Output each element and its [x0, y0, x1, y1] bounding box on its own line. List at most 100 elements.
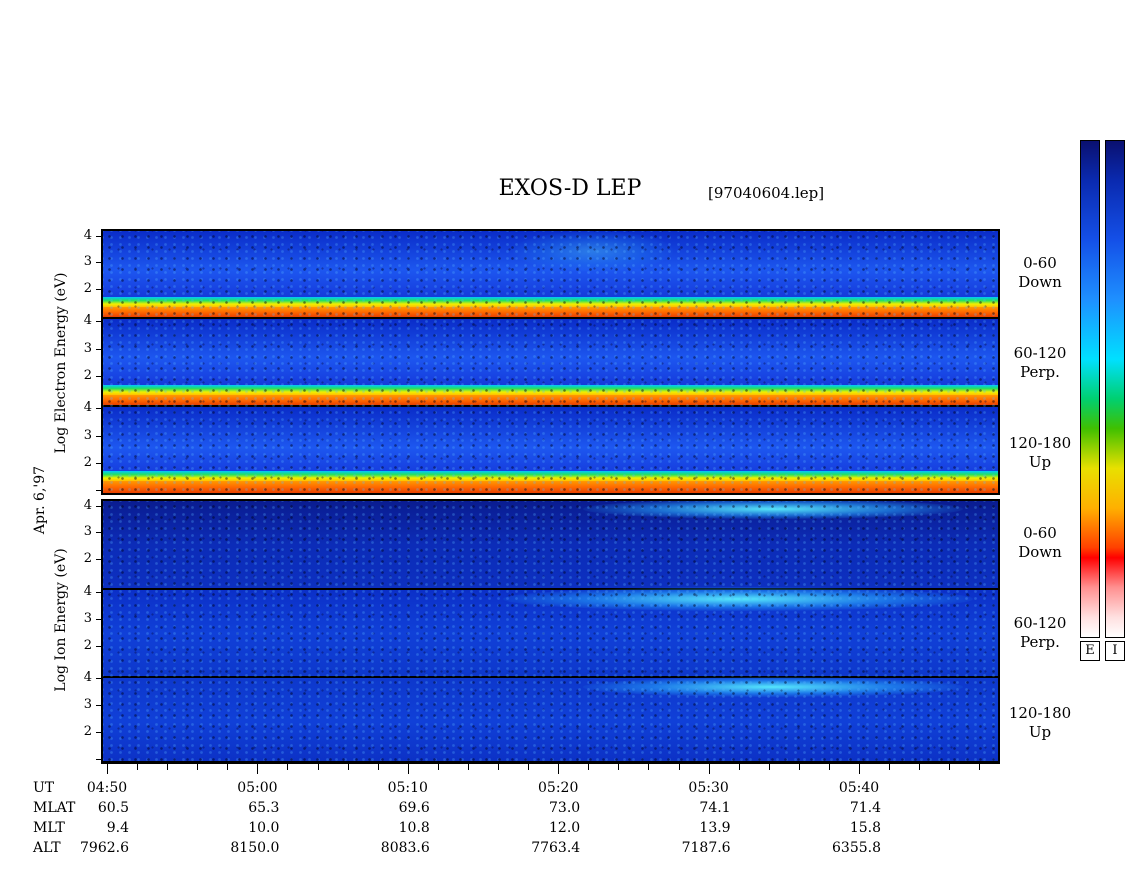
ytick-e1-3: 3	[83, 254, 92, 269]
x-major-tick	[708, 764, 710, 774]
y-tick-mark	[96, 732, 101, 733]
x-minor-tick	[768, 764, 770, 770]
x-axis-line	[101, 762, 1000, 764]
orbit-cell: 71.4	[849, 800, 881, 816]
electron-120-180-direction: Up	[1028, 453, 1052, 471]
colorbar-electron-label: E	[1080, 641, 1100, 661]
orbit-cell: 05:30	[688, 780, 729, 796]
orbit-cell: 60.5	[97, 800, 129, 816]
electron-0-60-lowest-band	[103, 307, 998, 317]
orbit-row-label: ALT	[33, 840, 61, 856]
orbit-cell: 8150.0	[230, 840, 280, 856]
x-minor-tick	[979, 764, 981, 770]
electron-120-180-angle: 120-180	[1008, 434, 1072, 452]
y-tick-mark	[96, 408, 101, 409]
y-tick-mark	[96, 490, 101, 491]
x-minor-tick	[588, 764, 590, 770]
ion-0-60-angle: 0-60	[1023, 524, 1057, 542]
x-minor-tick	[317, 764, 319, 770]
y-tick-mark	[96, 705, 101, 706]
y-tick-mark	[96, 376, 101, 377]
ion-120-180-angle: 120-180	[1008, 704, 1072, 722]
x-minor-tick	[889, 764, 891, 770]
orbit-cell: 9.4	[106, 820, 129, 836]
electron-60-120-low-energy-band	[103, 385, 998, 395]
x-minor-tick	[738, 764, 740, 770]
electron-0-60-angle: 0-60	[1023, 254, 1057, 272]
x-minor-tick	[678, 764, 680, 770]
x-minor-tick	[648, 764, 650, 770]
ion-0-60-label: 0-60 Down	[1000, 524, 1080, 562]
x-minor-tick	[828, 764, 830, 770]
orbit-cell: 05:40	[838, 780, 880, 796]
y-tick-mark	[96, 262, 101, 263]
x-minor-tick	[377, 764, 379, 770]
ion-120-180-label: 120-180 Up	[1000, 704, 1080, 742]
x-minor-tick	[528, 764, 530, 770]
x-minor-tick	[498, 764, 500, 770]
y-tick-mark	[96, 678, 101, 679]
y-tick-mark	[96, 506, 101, 507]
ion-60-120-angle: 60-120	[1013, 614, 1067, 632]
ytick-i1-4: 4	[83, 498, 92, 513]
ion-0-60-high-energy-flux	[583, 501, 963, 519]
ion-divider-2	[103, 676, 998, 678]
x-minor-tick	[287, 764, 289, 770]
x-minor-tick	[167, 764, 169, 770]
electron-60-120-angle: 60-120	[1013, 344, 1067, 362]
y-tick-mark	[96, 349, 101, 350]
ytick-e1-2: 2	[83, 281, 92, 296]
chart-title: EXOS-D LEP	[498, 176, 642, 201]
electron-divider-2	[103, 405, 998, 407]
x-minor-tick	[467, 764, 469, 770]
ytick-i2-4: 4	[83, 584, 92, 599]
electron-ylabel: Log Electron Energy (eV)	[53, 272, 69, 454]
y-tick-mark	[96, 532, 101, 533]
electron-60-120-label: 60-120 Perp.	[1000, 344, 1080, 382]
orbit-row-label: MLT	[33, 820, 65, 836]
electron-120-180-lowest-band	[103, 481, 998, 493]
y-tick-mark	[96, 436, 101, 437]
x-major-tick	[257, 764, 259, 774]
ytick-e3-3: 3	[83, 428, 92, 443]
ytick-e3-4: 4	[83, 400, 92, 415]
x-minor-tick	[137, 764, 139, 770]
ytick-i3-4: 4	[83, 670, 92, 685]
ion-divider-1	[103, 588, 998, 590]
ion-120-180-direction: Up	[1028, 723, 1052, 741]
ytick-e3-2: 2	[83, 455, 92, 470]
orbit-cell: 05:00	[237, 780, 278, 796]
ytick-i1-3: 3	[83, 524, 92, 539]
orbit-row-label: UT	[33, 780, 55, 796]
ytick-i3-2: 2	[83, 724, 92, 739]
orbit-cell: 10.8	[398, 820, 430, 836]
ion-60-120-direction: Perp.	[1020, 633, 1060, 651]
orbit-cell: 15.8	[849, 820, 881, 836]
colorbar-electron	[1080, 140, 1100, 638]
file-name: [97040604.lep]	[708, 184, 825, 202]
electron-noise-texture	[103, 231, 998, 493]
orbit-cell: 6355.8	[832, 840, 881, 856]
orbit-cell: 7763.4	[531, 840, 581, 856]
y-tick-mark	[96, 321, 101, 322]
colorbar-electron-gradient	[1081, 141, 1099, 637]
orbit-cell: 73.0	[549, 800, 581, 816]
ion-noise-texture	[103, 501, 998, 761]
electron-panel-group	[101, 229, 1000, 495]
electron-120-180-label: 120-180 Up	[1000, 434, 1080, 472]
x-minor-tick	[437, 764, 439, 770]
ion-ylabel: Log Ion Energy (eV)	[53, 548, 69, 692]
ytick-i1-2: 2	[83, 551, 92, 566]
ion-60-120-label: 60-120 Perp.	[1000, 614, 1080, 652]
electron-60-120-lowest-band	[103, 395, 998, 405]
orbit-cell: 10.0	[248, 820, 280, 836]
orbit-cell: 7962.6	[80, 840, 129, 856]
x-major-tick	[859, 764, 860, 774]
y-tick-mark	[96, 759, 101, 760]
ion-60-120-high-energy-flux	[503, 587, 973, 611]
ytick-i2-2: 2	[83, 638, 92, 653]
ytick-i3-3: 3	[83, 697, 92, 712]
orbit-cell: 65.3	[248, 800, 280, 816]
ytick-e2-4: 4	[83, 313, 92, 328]
colorbar-ion-label: I	[1105, 641, 1125, 661]
